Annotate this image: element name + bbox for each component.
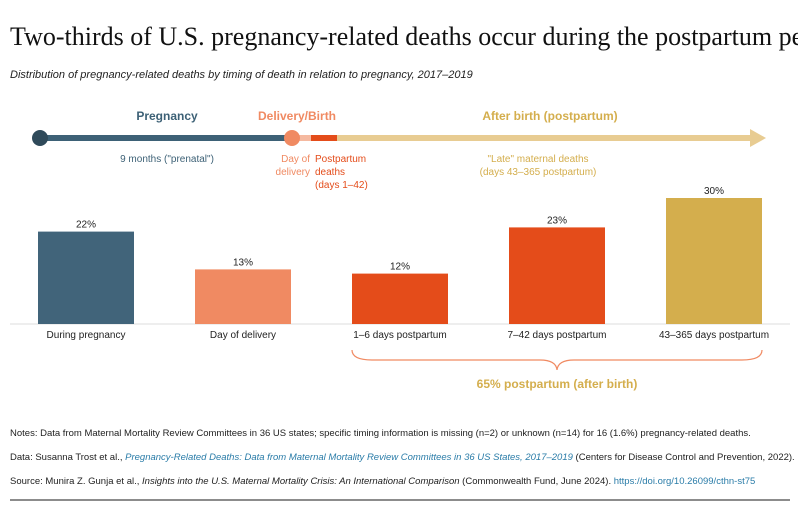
source-credit: Source: Munira Z. Gunja et al., Insights…	[10, 476, 756, 487]
label-late-1: "Late" maternal deaths	[487, 154, 588, 165]
category-label: Day of delivery	[210, 330, 276, 341]
chart-subtitle: Distribution of pregnancy-related deaths…	[10, 69, 473, 81]
category-label: 1–6 days postpartum	[353, 330, 446, 341]
bar-3	[509, 227, 605, 324]
bars: 22% During pregnancy 13% Day of delivery 12%…	[38, 186, 769, 341]
bar-value-label: 12%	[390, 262, 410, 273]
bar-value-label: 30%	[704, 186, 724, 197]
label-after: After birth (postpartum)	[482, 109, 617, 123]
bar-1	[195, 269, 291, 324]
category-label: During pregnancy	[47, 330, 126, 341]
data-link[interactable]: Pregnancy-Related Deaths: Data from Mate…	[125, 452, 573, 463]
label-pp-2: deaths	[315, 167, 345, 178]
label-pregnancy: Pregnancy	[136, 109, 198, 123]
label-delivery: Delivery/Birth	[258, 109, 336, 123]
category-label: 43–365 days postpartum	[659, 330, 769, 341]
notes-text: Notes: Data from Maternal Mortality Revi…	[10, 428, 751, 439]
bar-value-label: 22%	[76, 220, 96, 231]
arrow-head-icon	[750, 129, 766, 147]
bar-4	[666, 198, 762, 324]
postpartum-brace	[351, 349, 763, 371]
timeline: Pregnancy Delivery/Birth After birth (po…	[32, 109, 766, 191]
label-dayof-2: delivery	[276, 167, 310, 178]
data-credit: Data: Susanna Trost et al., Pregnancy-Re…	[10, 452, 795, 463]
source-link[interactable]: https://doi.org/10.26099/cthn-st75	[613, 476, 756, 487]
label-pp-1: Postpartum	[315, 154, 366, 165]
label-late-2: (days 43–365 postpartum)	[480, 167, 597, 178]
label-prenatal: 9 months ("prenatal")	[120, 154, 214, 165]
bar-0	[38, 231, 134, 324]
delivery-dot	[284, 130, 300, 146]
bar-value-label: 23%	[547, 215, 567, 226]
postpartum-annotation: 65% postpartum (after birth)	[477, 377, 638, 391]
bar-2	[352, 273, 448, 324]
category-label: 7–42 days postpartum	[508, 330, 607, 341]
label-pp-3: (days 1–42)	[315, 180, 368, 191]
label-dayof-1: Day of	[281, 154, 310, 165]
start-dot	[32, 130, 48, 146]
bar-value-label: 13%	[233, 257, 253, 268]
chart-title: Two-thirds of U.S. pregnancy-related dea…	[10, 22, 798, 51]
